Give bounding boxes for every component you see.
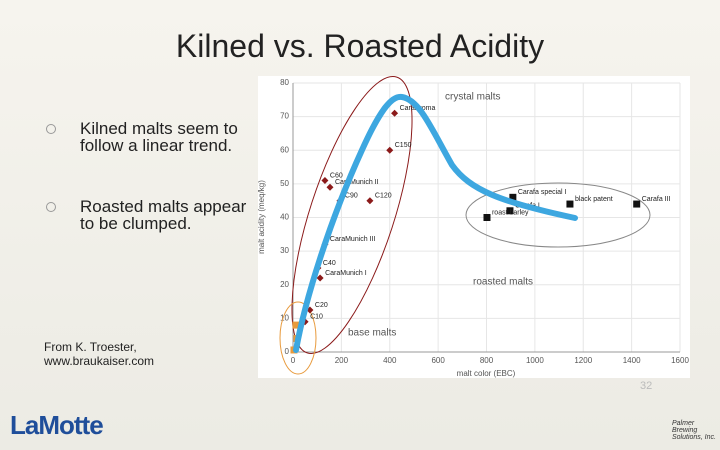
point [292,321,300,329]
x-tick-label: 1000 [526,356,544,365]
source-note: From K. Troester, www.braukaiser.com [44,340,155,368]
annotation: roasted malts [473,277,533,288]
point-label: C20 [315,302,328,309]
bullet: Kilned malts seem to follow a linear tre… [46,119,255,155]
y-tick-label: 60 [280,145,289,154]
point-label: C10 [310,314,323,321]
point [366,197,374,205]
page-number: 32 [640,380,653,392]
point [509,193,517,201]
y-tick-label: 10 [280,313,289,322]
x-tick-label: 600 [431,356,445,365]
y-tick-label: 80 [280,78,289,87]
point [316,274,324,282]
y-tick-label: 30 [280,246,289,255]
bullet-text: Kilned malts seem to follow a linear tre… [80,119,238,155]
x-tick-label: 0 [291,356,296,365]
y-axis-label: malt acidity (meq/kg) [257,180,266,254]
annotation: base malts [348,328,396,339]
point [326,183,334,191]
point-label: C120 [375,193,392,200]
point-label: CaraMunich II [335,179,379,186]
crystal-group-outline [291,75,413,355]
point-label: black patent [575,196,613,203]
point [386,146,394,154]
point-label: Carafa III [642,196,671,203]
y-tick-label: 40 [280,213,289,222]
point [566,200,574,208]
x-tick-label: 1600 [671,356,689,365]
y-tick-label: 0 [285,347,290,356]
point-label: CaraMunich I [325,270,367,277]
base-group-outline [279,301,317,375]
roasted-group-outline [465,182,651,248]
y-tick-label: 50 [280,179,289,188]
x-tick-label: 1400 [623,356,641,365]
point-label: C40 [323,260,336,267]
point-label: Carafa special I [518,189,567,196]
point [321,177,329,185]
point [483,214,491,221]
point-label: C90 [345,193,358,200]
y-tick-label: 70 [280,112,289,121]
slide-title: Kilned vs. Roasted Acidity [175,28,545,64]
point-label: CaraMunich III [330,236,376,243]
x-tick-label: 1200 [574,356,592,365]
point [391,109,399,117]
y-tick-label: 20 [280,280,289,289]
x-tick-label: 200 [335,356,349,365]
x-tick-label: 800 [480,356,494,365]
point [506,207,514,215]
bullet: Roasted malts appear to be clumped. [46,197,255,233]
annotation: crystal malts [445,92,501,103]
x-tick-label: 400 [383,356,397,365]
point-label: roast barley [492,209,529,216]
bullet-text: Roasted malts appear to be clumped. [80,197,247,233]
point [633,200,641,208]
logo: LaMotte [10,410,104,440]
point-label: C60 [330,172,343,179]
trend-curve [293,93,578,353]
x-axis-label: malt color (EBC) [457,369,516,378]
point-label: C150 [395,142,412,149]
credit: Palmer Brewing Solutions, Inc. [672,420,716,441]
plot-background [258,76,690,378]
